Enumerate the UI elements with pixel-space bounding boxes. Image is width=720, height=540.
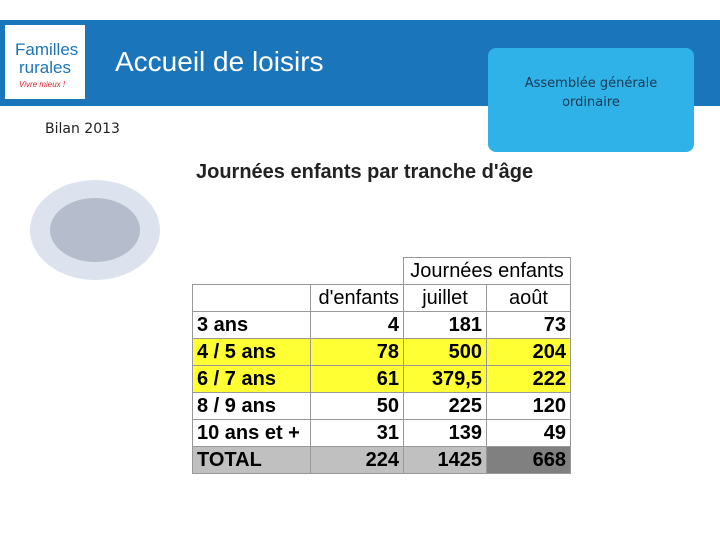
number-cell: 225 — [403, 392, 487, 420]
label-cell: 8 / 9 ans — [192, 392, 311, 420]
number-cell: 224 — [310, 446, 404, 474]
number-cell: 379,5 — [403, 365, 487, 393]
number-cell: 50 — [310, 392, 404, 420]
logo-line2: rurales — [19, 58, 71, 77]
badge-text: Assemblée générale ordinaire — [524, 76, 658, 110]
column-header: d'enfants — [310, 284, 404, 312]
logo-art: Familles rurales Vivre mieux ! — [15, 40, 78, 89]
number-cell: 31 — [310, 419, 404, 447]
number-cell: 500 — [403, 338, 487, 366]
label-cell: 10 ans et + — [192, 419, 311, 447]
number-cell: 4 — [310, 311, 404, 339]
logo-tagline: Vivre mieux ! — [19, 80, 66, 89]
blank-cell — [193, 258, 311, 285]
logo: Familles rurales Vivre mieux ! — [5, 25, 85, 99]
number-cell: 78 — [310, 338, 404, 366]
logo-line1: Familles — [15, 40, 78, 59]
column-header: août — [486, 284, 571, 312]
numbers-illustration — [30, 180, 160, 280]
subtitle: Bilan 2013 — [45, 121, 120, 137]
number-cell: 73 — [486, 311, 571, 339]
number-cell: 120 — [486, 392, 571, 420]
label-cell: 3 ans — [192, 311, 311, 339]
table-row: 10 ans et +31 139 49 — [192, 419, 571, 447]
table-row: 6 / 7 ans 61 379,5 222 — [192, 365, 571, 393]
number-cell: 61 — [310, 365, 404, 393]
group-header-row: Journées enfants — [193, 257, 571, 285]
number-cell: 1425 — [403, 446, 487, 474]
label-cell: TOTAL — [192, 446, 311, 474]
badge: Assemblée générale ordinaire — [488, 48, 694, 152]
illustration-shape — [50, 198, 140, 262]
group-header: Journées enfants — [403, 257, 571, 285]
blank-cell — [311, 258, 404, 285]
number-cell: 668 — [486, 446, 571, 474]
number-cell: 222 — [486, 365, 571, 393]
column-header-row: d'enfants juillet août — [192, 284, 571, 312]
table-row: 8 / 9 ans 50 225 120 — [192, 392, 571, 420]
table-row: 3 ans 4 181 73 — [192, 311, 571, 339]
column-header: juillet — [403, 284, 487, 312]
number-cell: 181 — [403, 311, 487, 339]
table-body: Journées enfants d'enfants juillet août 3 … — [192, 257, 571, 474]
table-row: 4 / 5 ans 78 500 204 — [192, 338, 571, 366]
number-cell: 204 — [486, 338, 571, 366]
label-cell: 4 / 5 ans — [192, 338, 311, 366]
number-cell: 139 — [403, 419, 487, 447]
blank-cell — [192, 284, 311, 312]
slide-title: Accueil de loisirs — [115, 46, 324, 77]
data-table: Journées enfants d'enfants juillet août 3 … — [192, 257, 571, 474]
number-cell: 49 — [486, 419, 571, 447]
label-cell: 6 / 7 ans — [192, 365, 311, 393]
table-row: TOTAL 224 1425 668 — [192, 446, 571, 474]
table-title: Journées enfants par tranche d'âge — [196, 161, 534, 183]
